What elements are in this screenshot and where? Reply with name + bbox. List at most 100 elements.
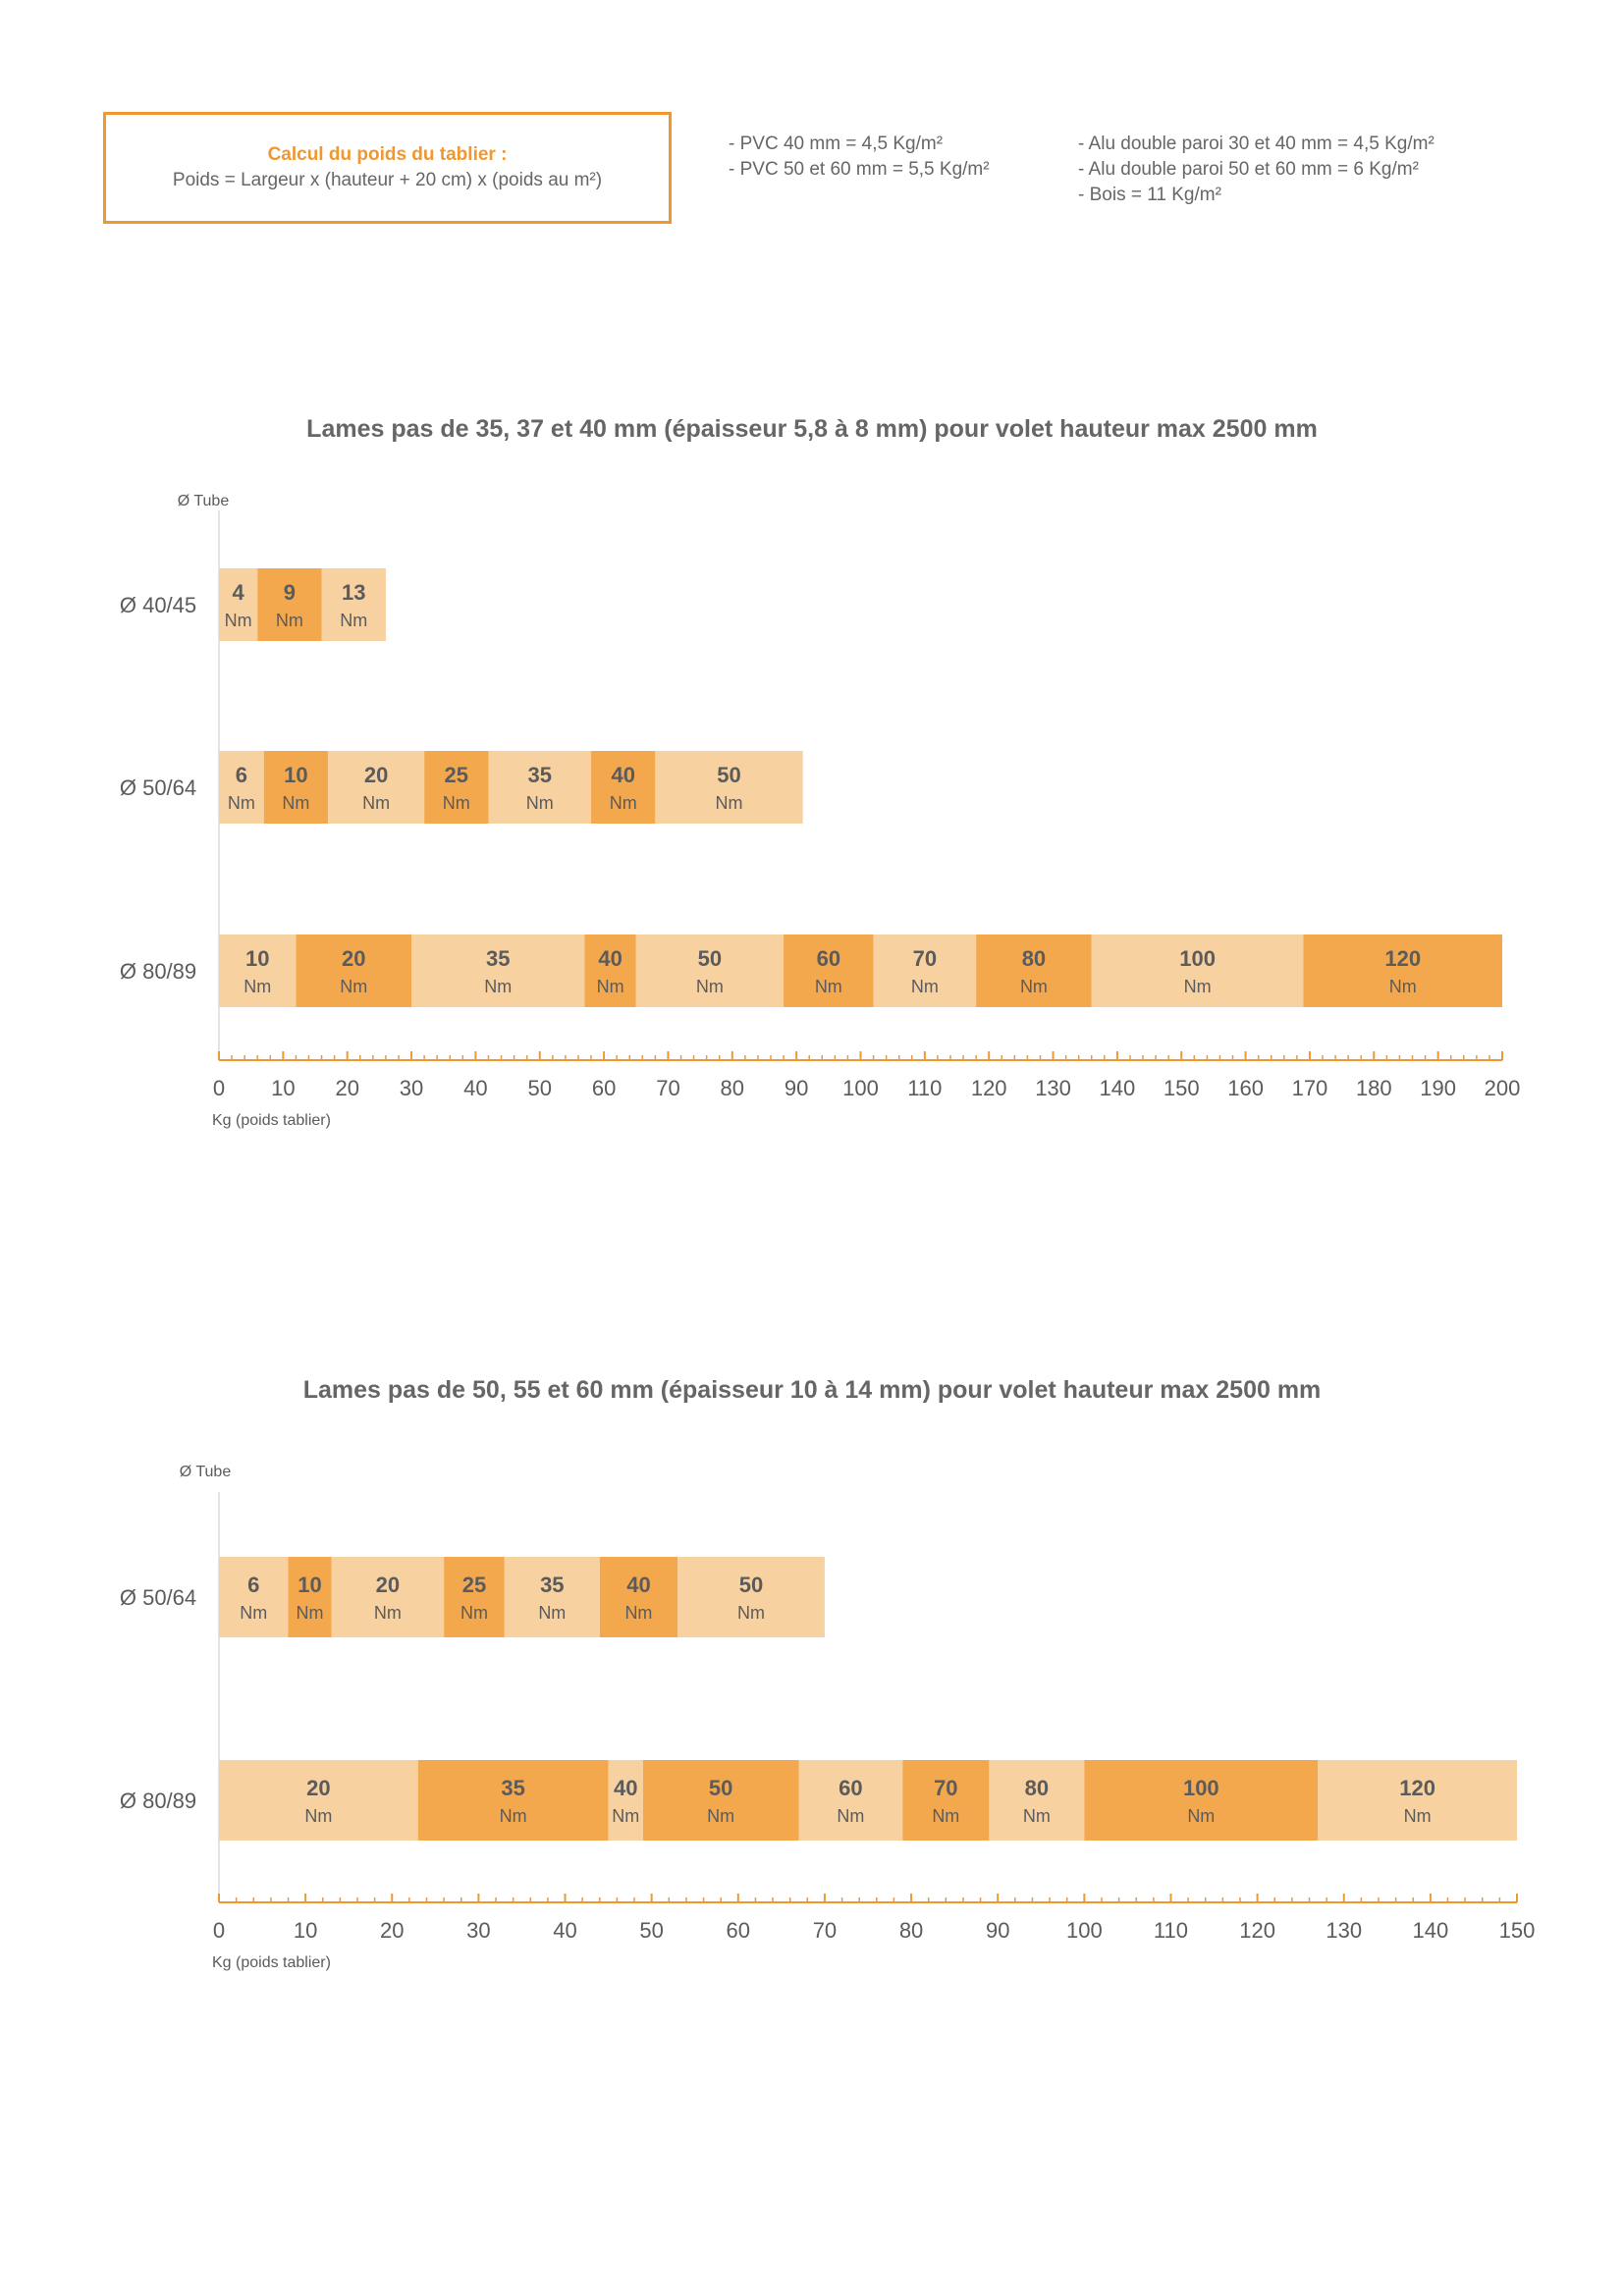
torque-unit: Nm (374, 1603, 402, 1623)
x-tick-label: 120 (971, 1076, 1007, 1100)
tube-label: Ø 40/45 (120, 593, 196, 617)
torque-unit: Nm (362, 793, 390, 813)
torque-value: 35 (540, 1573, 564, 1597)
bar-segment (219, 934, 297, 1007)
tube-label: Ø 80/89 (120, 959, 196, 984)
torque-value: 50 (698, 946, 722, 971)
torque-unit: Nm (696, 977, 724, 996)
x-tick-label: 20 (380, 1918, 404, 1943)
x-tick-label: 160 (1227, 1076, 1264, 1100)
x-tick-label: 20 (335, 1076, 358, 1100)
torque-value: 40 (598, 946, 622, 971)
torque-unit: Nm (340, 611, 367, 630)
x-tick-label: 150 (1499, 1918, 1536, 1943)
x-tick-label: 30 (400, 1076, 423, 1100)
x-tick-label: 190 (1420, 1076, 1456, 1100)
torque-unit: Nm (225, 611, 252, 630)
x-tick-label: 110 (907, 1076, 942, 1100)
x-tick-label: 150 (1164, 1076, 1200, 1100)
chart-1: Ø Tube Ø 40/45 4 Nm 9 Nm 13 Nm Ø 50/64 6 Nm 10 Nm 20 N… (120, 493, 1521, 1129)
torque-value: 40 (626, 1573, 650, 1597)
torque-value: 80 (1022, 946, 1046, 971)
torque-unit: Nm (815, 977, 842, 996)
torque-value: 9 (284, 580, 296, 605)
torque-value: 20 (306, 1776, 330, 1800)
torque-value: 50 (709, 1776, 732, 1800)
torque-value: 25 (445, 763, 468, 787)
torque-unit: Nm (716, 793, 743, 813)
x-tick-label: 50 (639, 1918, 663, 1943)
bar-segment (902, 1760, 990, 1841)
torque-value: 10 (284, 763, 307, 787)
torque-value: 13 (342, 580, 365, 605)
bar-segment (424, 751, 489, 824)
torque-unit: Nm (597, 977, 624, 996)
chart-2-title: Lames pas de 50, 55 et 60 mm (épaisseur … (302, 1376, 1322, 1404)
torque-unit: Nm (228, 793, 255, 813)
torque-unit: Nm (612, 1806, 639, 1826)
x-tick-label: 100 (1066, 1918, 1103, 1943)
x-axis-label: Kg (poids tablier) (212, 1112, 331, 1129)
torque-value: 4 (232, 580, 244, 605)
torque-value: 10 (245, 946, 269, 971)
torque-unit: Nm (526, 793, 554, 813)
x-tick-label: 30 (466, 1918, 490, 1943)
bar-segment (417, 1760, 609, 1841)
bar-segment (296, 934, 412, 1007)
pvc-weights: - PVC 40 mm = 4,5 Kg/m² - PVC 50 et 60 m… (729, 132, 990, 183)
torque-value: 20 (376, 1573, 400, 1597)
x-tick-label: 60 (592, 1076, 616, 1100)
x-tick-label: 40 (553, 1918, 576, 1943)
torque-unit: Nm (443, 793, 470, 813)
torque-unit: Nm (707, 1806, 734, 1826)
torque-unit: Nm (624, 1603, 652, 1623)
bar-segment (784, 934, 874, 1007)
torque-unit: Nm (282, 793, 309, 813)
bar-segment (219, 1760, 418, 1841)
y-axis-label: Ø Tube (178, 493, 230, 509)
x-tick-label: 70 (656, 1076, 679, 1100)
bar-segment (591, 751, 656, 824)
tube-label: Ø 80/89 (120, 1789, 196, 1813)
torque-unit: Nm (1389, 977, 1417, 996)
torque-unit: Nm (610, 793, 637, 813)
torque-value: 120 (1384, 946, 1421, 971)
bar-segment (642, 1760, 799, 1841)
weight-line: - PVC 50 et 60 mm = 5,5 Kg/m² (729, 159, 990, 180)
bar-segment (219, 1557, 289, 1637)
bar-segment (1084, 1760, 1319, 1841)
x-tick-label: 90 (785, 1076, 808, 1100)
formula-title: Calcul du poids du tablier : (267, 144, 508, 165)
bar-segment (411, 934, 585, 1007)
tube-label: Ø 50/64 (120, 775, 196, 800)
torque-value: 70 (913, 946, 937, 971)
bar-segment (584, 934, 636, 1007)
x-tick-label: 140 (1413, 1918, 1449, 1943)
weight-line: - PVC 40 mm = 4,5 Kg/m² (729, 133, 944, 154)
torque-unit: Nm (538, 1603, 566, 1623)
torque-value: 10 (298, 1573, 321, 1597)
torque-unit: Nm (460, 1603, 488, 1623)
torque-value: 50 (739, 1573, 763, 1597)
x-tick-label: 40 (463, 1076, 487, 1100)
x-tick-label: 110 (1154, 1918, 1188, 1943)
torque-value: 40 (614, 1776, 637, 1800)
chart-1-title: Lames pas de 35, 37 et 40 mm (épaisseur … (306, 415, 1318, 443)
torque-value: 35 (486, 946, 510, 971)
bar-segment (989, 1760, 1085, 1841)
bar-segment (488, 751, 592, 824)
bar-segment (328, 751, 425, 824)
torque-unit: Nm (240, 1603, 267, 1623)
torque-unit: Nm (500, 1806, 527, 1826)
bar-segment (219, 568, 258, 641)
torque-unit: Nm (1023, 1806, 1051, 1826)
bar-segment (444, 1557, 505, 1637)
torque-unit: Nm (484, 977, 512, 996)
bar-segment (635, 934, 785, 1007)
torque-value: 100 (1179, 946, 1216, 971)
torque-unit: Nm (244, 977, 271, 996)
bar-segment (873, 934, 977, 1007)
torque-value: 20 (342, 946, 365, 971)
torque-unit: Nm (911, 977, 939, 996)
torque-value: 40 (611, 763, 634, 787)
